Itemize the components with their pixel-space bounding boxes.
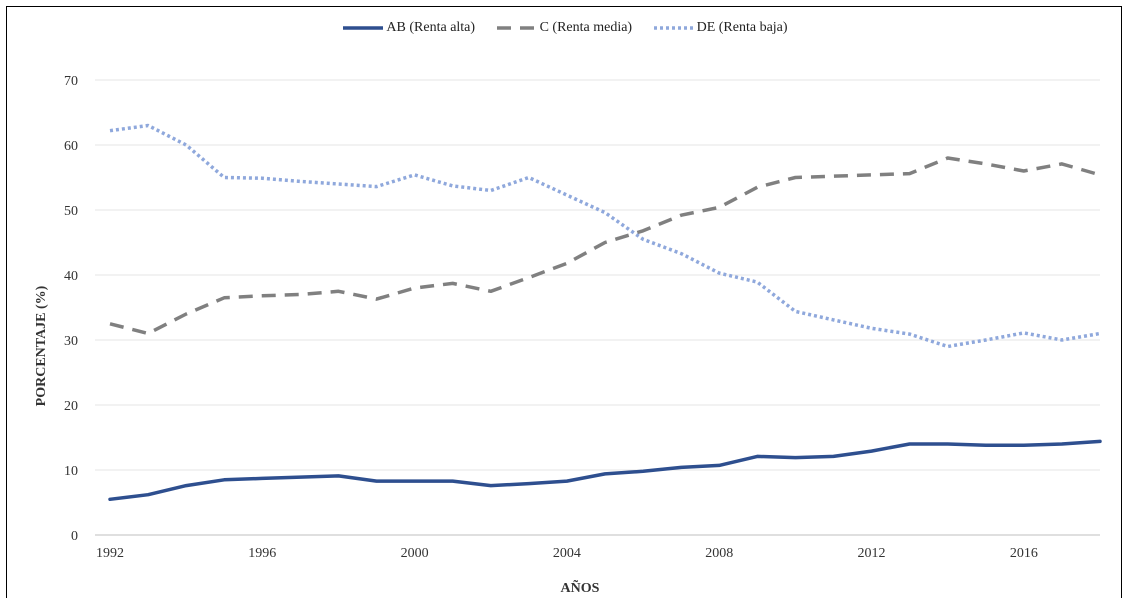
grid-lines: [95, 79, 1100, 536]
legend-label-de: DE (Renta baja): [696, 20, 788, 35]
x-tick-label: 2012: [858, 546, 886, 561]
legend-item-ab: AB (Renta alta): [343, 20, 475, 36]
y-tick-label: 60: [64, 139, 78, 154]
x-axis-ticks: 1992 1996 2000 2004 2008 2012 2016: [96, 546, 1038, 561]
y-tick-label: 50: [64, 204, 78, 219]
y-tick-label: 30: [64, 334, 78, 349]
x-axis-title: AÑOS: [561, 578, 600, 596]
y-tick-label: 70: [64, 74, 78, 89]
x-tick-label: 1992: [96, 546, 124, 561]
series-line-ab: [108, 439, 1102, 502]
y-axis-title: PORCENTAJE (%): [34, 285, 49, 406]
legend-label-ab: AB (Renta alta): [386, 20, 476, 35]
legend-swatch-c: [496, 26, 537, 30]
legend-item-de: DE (Renta baja): [653, 20, 788, 36]
y-tick-label: 0: [71, 529, 78, 544]
x-tick-label: 2004: [553, 546, 581, 561]
chart-legend: AB (Renta alta) C (Renta media) DE (Rent…: [0, 20, 1131, 36]
x-tick-label: 2000: [401, 546, 429, 561]
series-line-c: [109, 156, 1101, 336]
legend-label-c: C (Renta media): [539, 20, 633, 35]
x-tick-label: 2008: [705, 546, 733, 561]
series-line-de: [109, 123, 1101, 349]
x-tick-label: 2016: [1010, 546, 1038, 561]
legend-swatch-de: [653, 26, 694, 30]
y-tick-label: 10: [64, 464, 78, 479]
x-tick-label: 1996: [248, 546, 276, 561]
chart-frame: [6, 6, 1122, 598]
series-lines: [108, 123, 1102, 502]
y-tick-label: 40: [64, 269, 78, 284]
y-tick-label: 20: [64, 399, 78, 414]
legend-swatch-ab: [343, 26, 384, 30]
legend-item-c: C (Renta media): [496, 20, 633, 36]
y-axis-ticks: 0 10 20 30 40 50 60 70: [64, 74, 78, 544]
